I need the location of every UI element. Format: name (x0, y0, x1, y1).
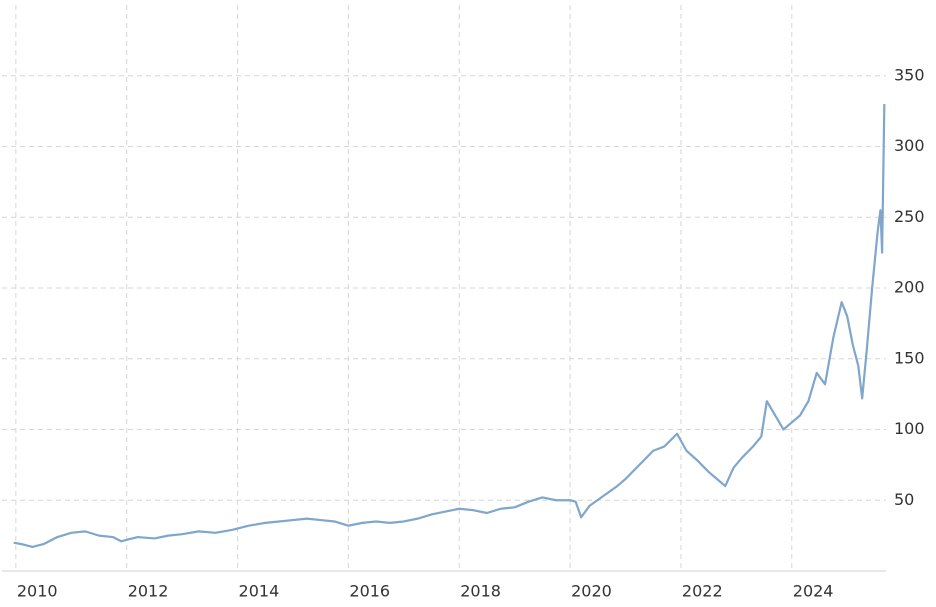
x-tick-label: 2018 (460, 582, 501, 601)
x-tick-label: 2012 (128, 582, 169, 601)
y-tick-label: 250 (894, 207, 925, 226)
x-tick-label: 2020 (571, 582, 612, 601)
x-tick-label: 2010 (17, 582, 58, 601)
y-tick-label: 200 (894, 278, 925, 297)
y-tick-label: 100 (894, 419, 925, 438)
x-tick-label: 2024 (793, 582, 834, 601)
x-tick-label: 2016 (349, 582, 390, 601)
y-tick-label: 50 (894, 490, 914, 509)
y-tick-label: 300 (894, 136, 925, 155)
y-tick-label: 150 (894, 348, 925, 367)
x-tick-label: 2014 (239, 582, 280, 601)
price-line (13, 104, 886, 549)
x-tick-label: 2022 (682, 582, 723, 601)
y-tick-label: 350 (894, 65, 925, 84)
